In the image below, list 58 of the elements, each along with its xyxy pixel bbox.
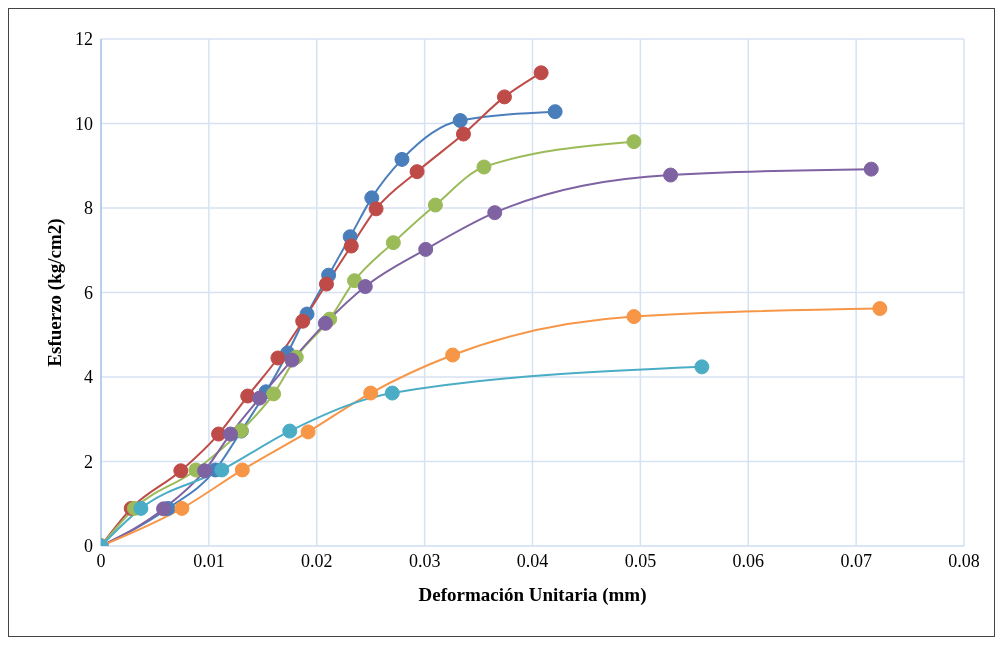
point	[222, 426, 238, 442]
point	[295, 313, 311, 329]
y-tick-label: 8	[84, 198, 93, 219]
point	[318, 276, 334, 292]
y-tick-label: 6	[84, 282, 93, 303]
point	[626, 134, 642, 150]
point	[343, 238, 359, 254]
point	[133, 500, 149, 516]
y-tick-label: 2	[84, 451, 93, 472]
x-tick-label: 0.04	[516, 550, 549, 571]
point	[173, 463, 189, 479]
y-tick-label: 0	[84, 536, 93, 557]
y-tick-label: 4	[84, 367, 93, 388]
point	[626, 309, 642, 325]
x-tick-label: 0.03	[408, 550, 441, 571]
x-tick-label: 0.07	[840, 550, 872, 571]
point	[663, 167, 679, 183]
point	[363, 385, 379, 401]
point	[418, 241, 434, 257]
y-tick-label: 10	[75, 113, 93, 134]
point	[863, 161, 879, 177]
point	[872, 301, 888, 317]
y-axis-title: Esfuerzo (kg/cm2)	[43, 218, 66, 367]
point	[547, 104, 563, 120]
point	[270, 350, 286, 366]
point	[284, 352, 300, 368]
y-tick-label: 12	[75, 29, 93, 50]
point	[357, 279, 373, 295]
point	[427, 197, 443, 213]
point	[533, 65, 549, 81]
point	[174, 500, 190, 516]
point	[234, 462, 250, 478]
point	[214, 462, 230, 478]
x-tick-label: 0.01	[193, 550, 225, 571]
point	[394, 151, 410, 167]
point	[487, 205, 503, 221]
point	[445, 347, 461, 363]
x-tick-label: 0.06	[732, 550, 764, 571]
point	[300, 424, 316, 440]
point	[282, 423, 298, 439]
x-tick-label: 0.05	[624, 550, 657, 571]
point	[409, 164, 425, 180]
x-tick-label: 0.02	[301, 550, 333, 571]
point	[156, 501, 172, 517]
point	[476, 159, 492, 175]
point	[455, 126, 471, 142]
point	[452, 113, 468, 129]
point	[197, 463, 213, 479]
point	[252, 390, 268, 406]
point	[368, 201, 384, 217]
point	[385, 235, 401, 251]
point	[384, 385, 400, 401]
point	[266, 386, 282, 402]
point	[694, 359, 710, 375]
point	[317, 315, 333, 331]
x-tick-label: 0.08	[948, 550, 980, 571]
x-axis-title: Deformación Unitaria (mm)	[418, 584, 647, 606]
point	[496, 89, 512, 105]
